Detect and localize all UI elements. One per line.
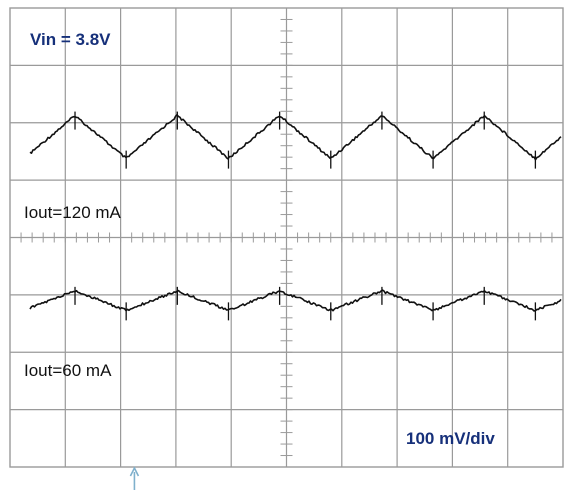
iout-60-label: Iout=60 mA	[24, 361, 112, 380]
markers	[129, 466, 140, 490]
trigger-marker-arrow	[129, 466, 140, 477]
scale-label: 100 mV/div	[406, 429, 495, 448]
traces	[29, 111, 562, 321]
vin-label: Vin = 3.8V	[30, 30, 111, 49]
iout-120-label: Iout=120 mA	[24, 203, 121, 222]
trace-iout-60	[29, 289, 562, 312]
trace-iout-120	[29, 114, 562, 161]
grid	[9, 7, 564, 468]
